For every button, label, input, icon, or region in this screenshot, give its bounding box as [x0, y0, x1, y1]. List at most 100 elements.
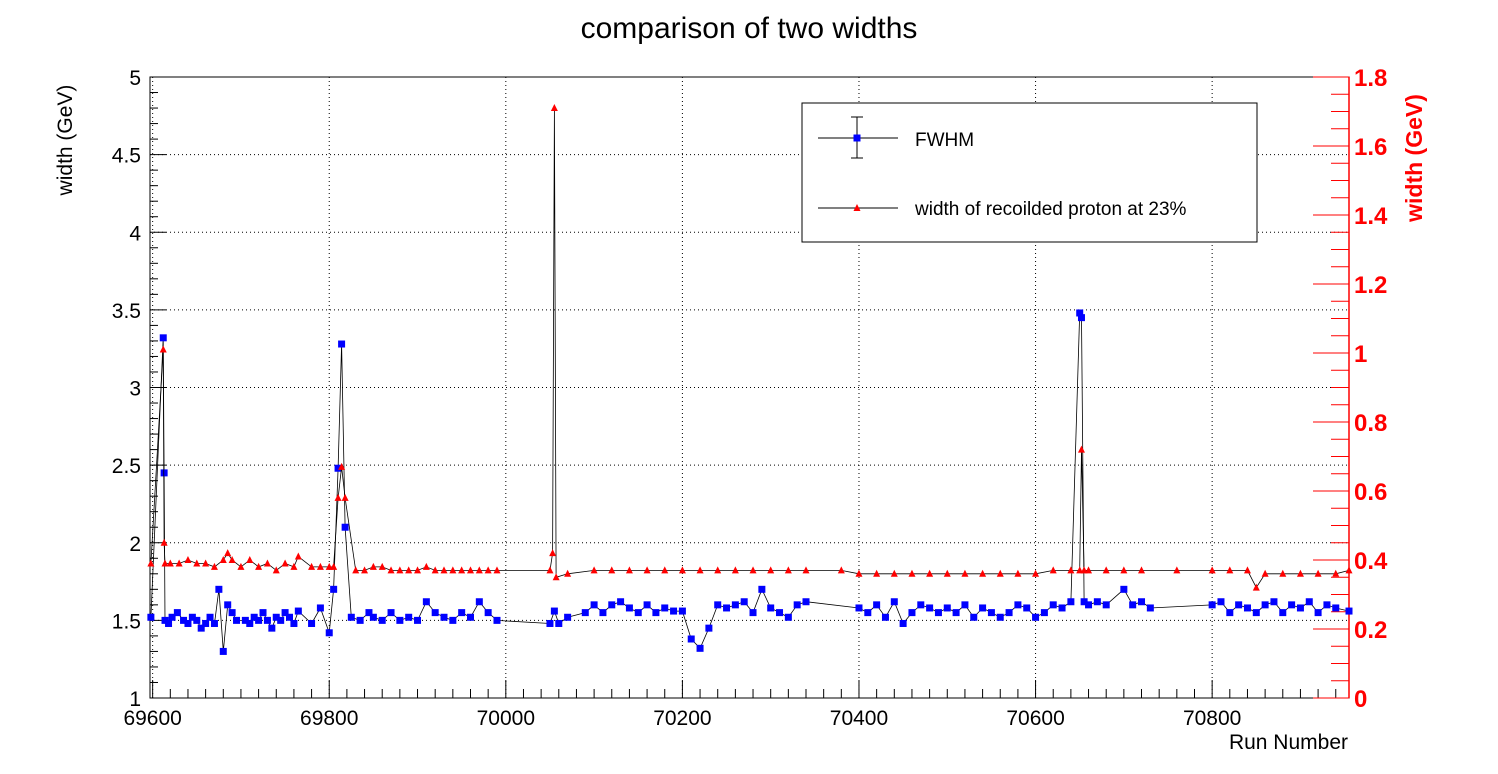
fwhm-point: [246, 619, 254, 627]
fwhm-point: [286, 613, 294, 621]
y-left-tick-label: 3: [129, 378, 141, 401]
fwhm-point: [855, 604, 863, 612]
fwhm-point: [1332, 604, 1340, 612]
fwhm-point: [1067, 598, 1075, 606]
fwhm-point: [210, 619, 218, 627]
fwhm-point: [643, 601, 651, 609]
proton-width-point: [281, 559, 289, 567]
x-tick-label: 70400: [830, 707, 888, 730]
proton-width-point: [1077, 445, 1085, 453]
fwhm-point: [165, 619, 173, 627]
proton-width-point: [749, 566, 757, 574]
fwhm-point: [723, 604, 731, 612]
fwhm-point: [1261, 601, 1269, 609]
fwhm-point: [180, 616, 188, 624]
y-axis-label-right: width (GeV): [1401, 94, 1427, 223]
fwhm-point: [422, 598, 430, 606]
fwhm-point: [294, 607, 302, 615]
proton-width-point: [246, 556, 254, 563]
fwhm-point: [458, 609, 466, 617]
fwhm-point: [1032, 613, 1040, 621]
proton-width-point: [290, 562, 298, 570]
chart-title: comparison of two widths: [581, 12, 918, 45]
proton-width-point: [166, 559, 174, 567]
fwhm-point: [1305, 598, 1313, 606]
proton-width-point: [193, 559, 201, 567]
proton-width-point: [1173, 566, 1181, 574]
proton-width-point: [1014, 569, 1022, 577]
proton-width-point: [1226, 566, 1234, 574]
y-right-tick-label: 0.2: [1354, 617, 1387, 644]
y-right-tick-label: 0.8: [1354, 410, 1387, 437]
fwhm-point: [338, 340, 346, 348]
legend: FWHM width of recoilded proton at 23%: [801, 102, 1258, 243]
fwhm-point: [881, 613, 889, 621]
proton-width-point: [147, 559, 155, 567]
fwhm-point: [431, 609, 439, 617]
fwhm-point: [1208, 601, 1216, 609]
legend-label-proton: width of recoilded proton at 23%: [914, 199, 1187, 220]
x-tick-label: 70200: [653, 707, 711, 730]
proton-width-point: [1067, 566, 1075, 574]
fwhm-point: [1323, 601, 1331, 609]
proton-width-point: [1332, 569, 1340, 577]
fwhm-point: [714, 601, 722, 609]
x-axis-label: Run Number: [1229, 731, 1348, 754]
fwhm-point: [347, 613, 355, 621]
proton-width-point: [159, 345, 167, 353]
proton-width-point: [219, 556, 227, 563]
fwhm-point: [625, 604, 633, 612]
proton-width-point: [1243, 566, 1251, 574]
fwhm-point: [184, 619, 192, 627]
proton-width-point: [837, 566, 845, 574]
proton-width-point: [341, 493, 349, 501]
fwhm-point: [1314, 609, 1322, 617]
fwhm-point: [546, 619, 554, 627]
proton-width-point: [414, 566, 422, 574]
proton-width-point: [661, 566, 669, 574]
proton-width-point: [1138, 566, 1146, 574]
fwhm-point: [1345, 607, 1353, 615]
proton-width-point: [378, 562, 386, 570]
proton-width-point: [361, 566, 369, 574]
fwhm-point: [996, 613, 1004, 621]
fwhm-point: [934, 609, 942, 617]
fwhm-point: [1102, 601, 1110, 609]
fwhm-point: [705, 624, 713, 632]
fwhm-point: [1243, 604, 1251, 612]
fwhm-point: [1138, 598, 1146, 606]
fwhm-point: [168, 613, 176, 621]
fwhm-point: [979, 604, 987, 612]
proton-width-point: [352, 566, 360, 574]
x-tick-label: 70000: [477, 707, 535, 730]
fwhm-point: [1129, 601, 1137, 609]
fwhm-point: [749, 609, 757, 617]
fwhm-point: [250, 613, 258, 621]
proton-width-point: [549, 549, 557, 557]
proton-width-point: [943, 569, 951, 577]
fwhm-point: [696, 644, 704, 652]
proton-width-point: [484, 566, 492, 574]
proton-width-point: [224, 549, 232, 557]
x-tick-label: 69600: [123, 707, 181, 730]
proton-width-point: [1314, 569, 1322, 577]
y-left-tick-label: 4.5: [112, 145, 141, 168]
proton-width-point: [466, 566, 474, 574]
y-left-tick-label: 1: [129, 688, 141, 711]
fwhm-point: [334, 464, 342, 472]
fwhm-point: [369, 613, 377, 621]
proton-width-point: [714, 566, 722, 574]
fwhm-point: [670, 607, 678, 615]
fwhm-point: [1252, 609, 1260, 617]
fwhm-point: [793, 601, 801, 609]
fwhm-point: [634, 609, 642, 617]
fwhm-point: [1270, 598, 1278, 606]
x-tick-label: 70600: [1006, 707, 1064, 730]
proton-width-point: [422, 562, 430, 570]
proton-width-point: [996, 569, 1004, 577]
x-tick-label: 70800: [1183, 707, 1241, 730]
y-left-tick-label: 2.5: [112, 455, 141, 478]
fwhm-point: [147, 613, 155, 621]
fwhm-point: [341, 523, 349, 531]
proton-width-point: [784, 566, 792, 574]
